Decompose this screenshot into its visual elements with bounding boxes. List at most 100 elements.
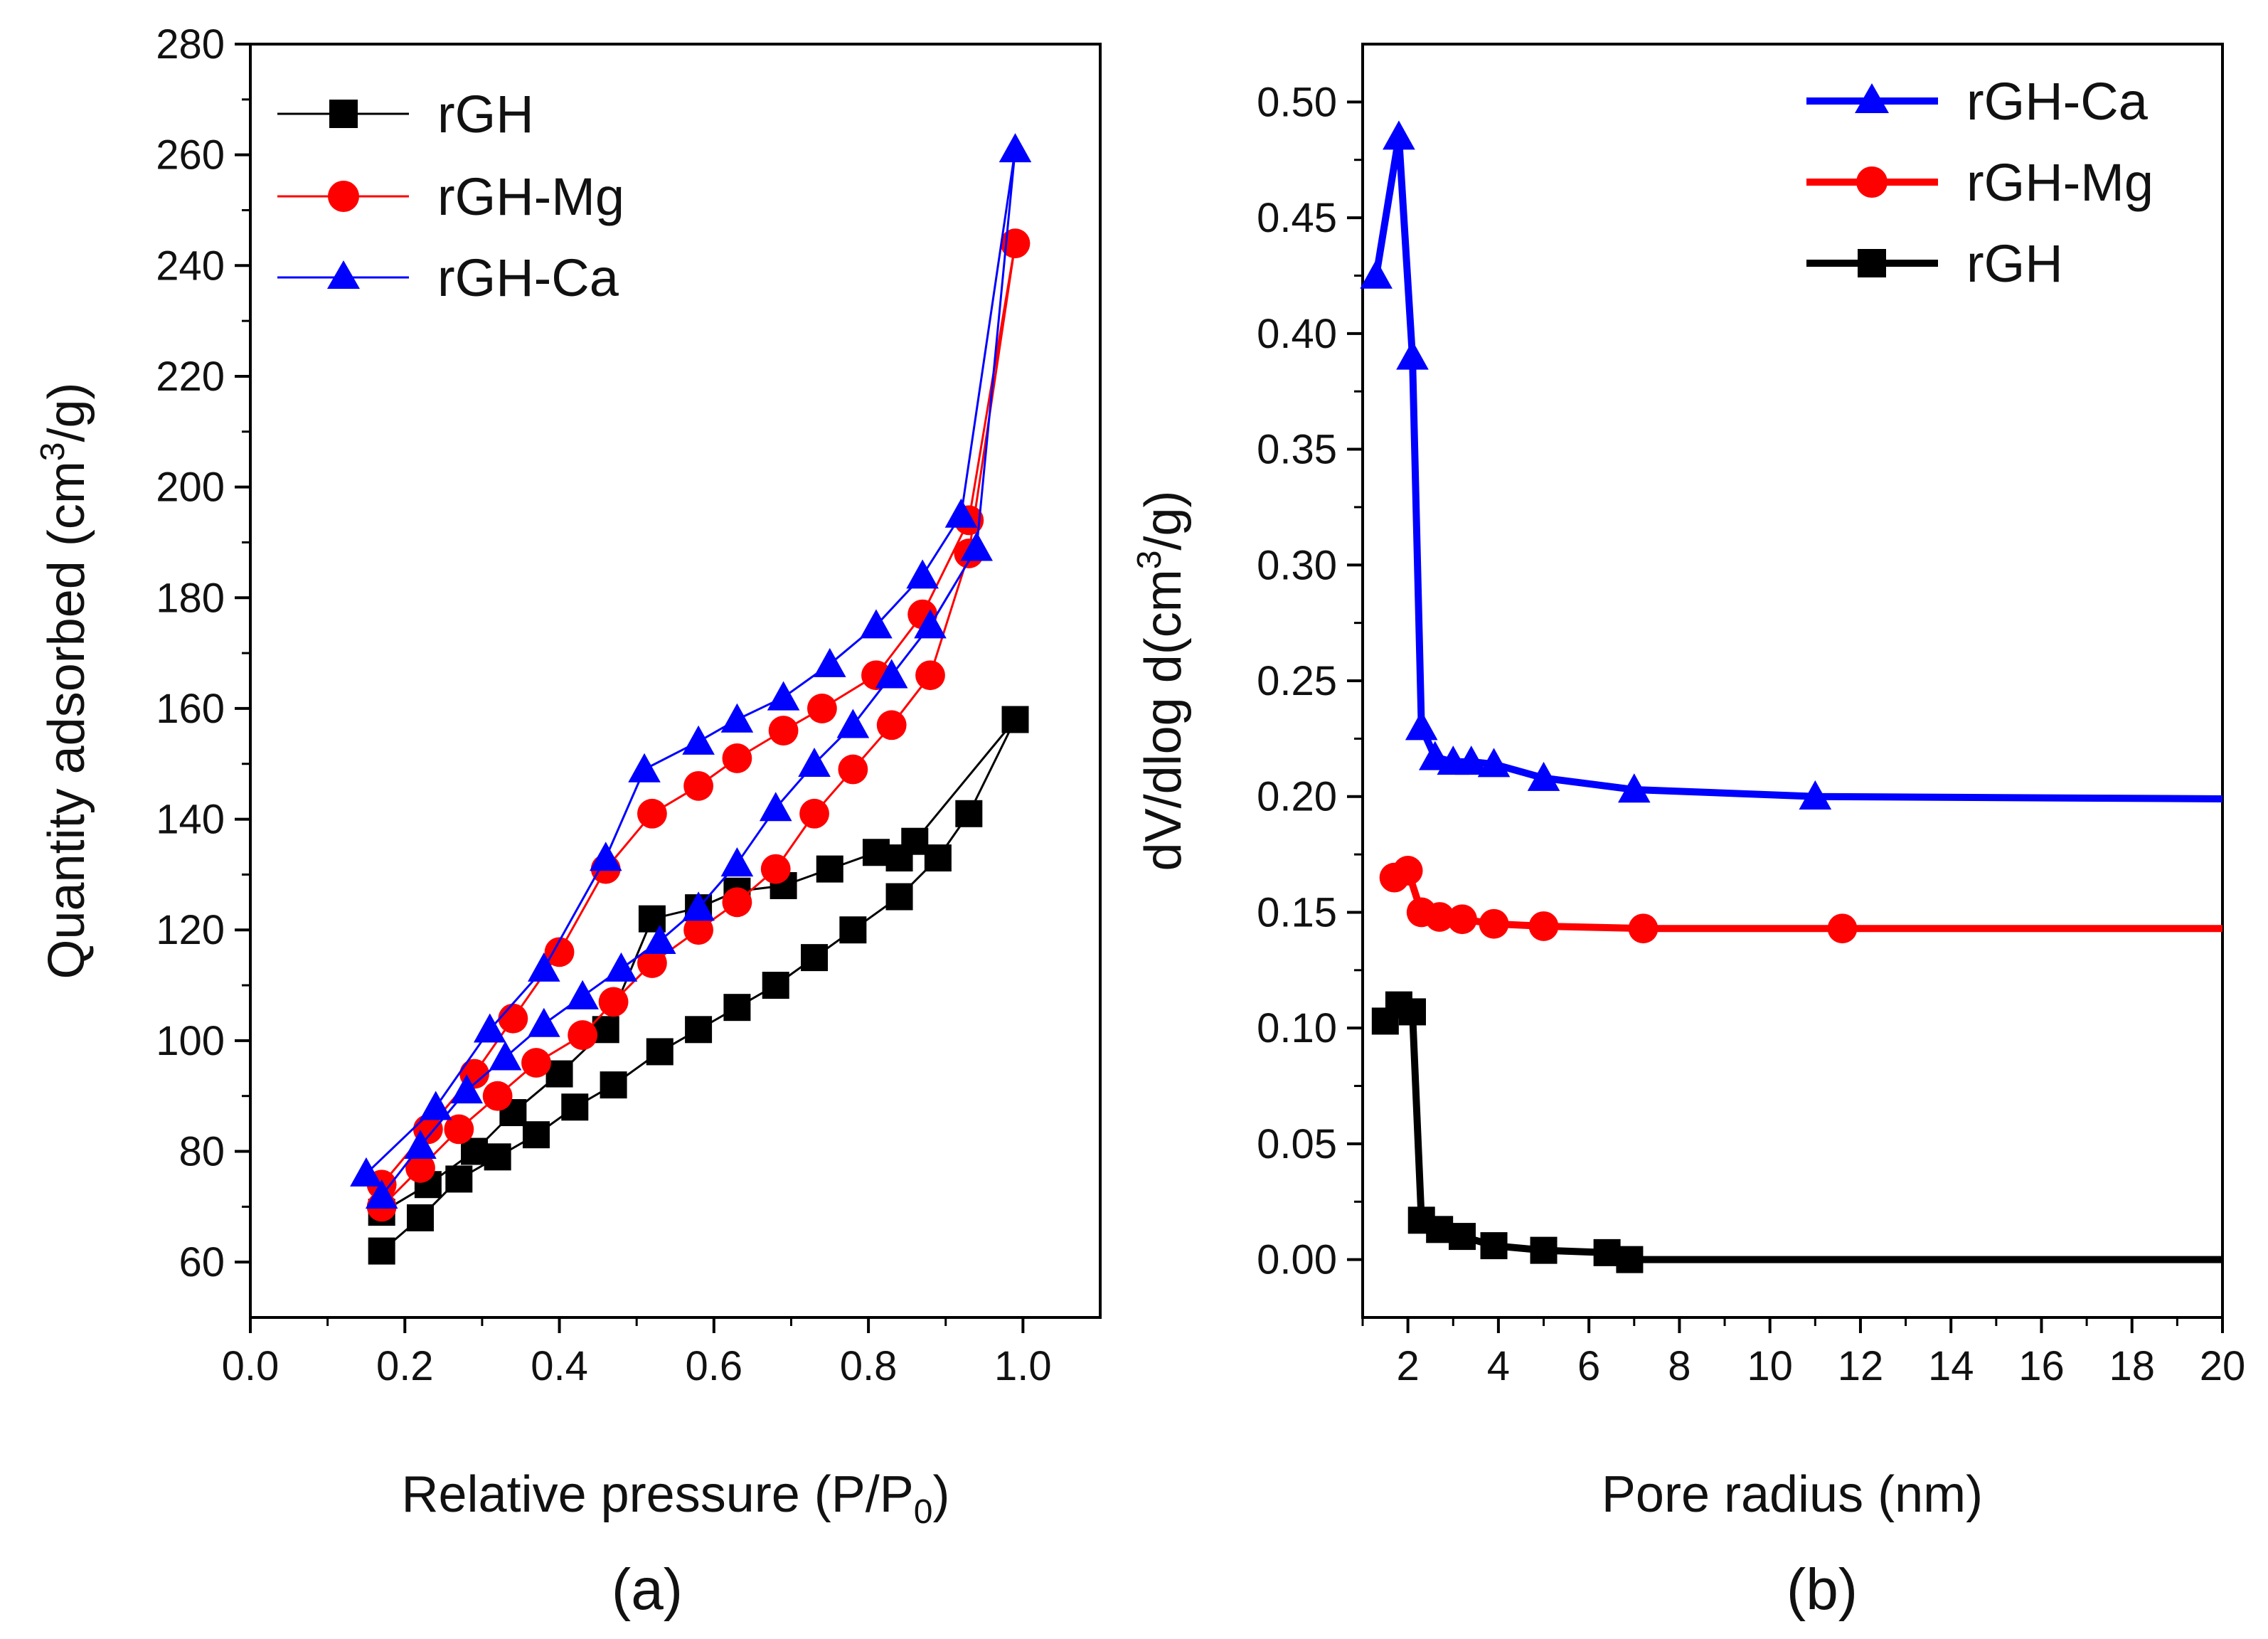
data-point-rgh-mg [568, 1020, 598, 1050]
data-point-rgh-ca [1799, 780, 1832, 810]
data-point-rgh-mg [498, 1003, 528, 1034]
data-point-rgh-mg [1628, 913, 1659, 944]
data-point-rgh-ca [489, 1041, 522, 1071]
data-point-rgh [407, 1204, 434, 1231]
data-point-rgh-ca [759, 792, 792, 822]
data-point-rgh-ca [720, 703, 754, 733]
data-point-rgh [723, 994, 751, 1022]
y-tick-label: 200 [156, 465, 225, 511]
data-point-rgh-ca [1454, 746, 1488, 775]
series-line-rgh-ca [1373, 133, 2223, 802]
y-tick-label: 240 [156, 243, 225, 289]
data-point-rgh [862, 839, 890, 866]
y-tick-label: 80 [179, 1129, 225, 1175]
data-point-rgh-ca [720, 847, 754, 877]
data-point-rgh-ca [566, 980, 599, 1009]
data-point-rgh [1480, 1232, 1508, 1260]
x-tick-label: 0.2 [376, 1343, 434, 1389]
data-point-rgh-ca [473, 1013, 506, 1043]
data-point-rgh-ca [875, 659, 908, 689]
data-point-rgh-ca [419, 1091, 452, 1120]
data-point-rgh-mg [1393, 855, 1423, 886]
y-tick-label: 0.15 [1257, 889, 1337, 935]
data-point-rgh-mg [598, 987, 629, 1017]
x-tick-label: 2 [1396, 1343, 1419, 1389]
data-point-rgh-mg [482, 1081, 513, 1111]
panel-a-series [350, 133, 1032, 1265]
x-tick-label: 0.0 [222, 1343, 279, 1389]
panel-a-label: (a) [612, 1557, 683, 1622]
data-point-rgh [955, 800, 983, 827]
x-tick-label: 14 [1928, 1343, 1974, 1389]
data-point-rgh-mg [915, 660, 945, 691]
x-tick-label: 12 [1838, 1343, 1884, 1389]
data-point-rgh-ca [1360, 259, 1393, 289]
y-tick-label: 220 [156, 354, 225, 400]
data-point-rgh-mg [405, 1152, 435, 1183]
y-tick-label: 60 [179, 1239, 225, 1285]
series-rgh-ca [1360, 120, 2223, 810]
x-tick-label: 0.6 [685, 1343, 742, 1389]
data-point-rgh [1448, 1223, 1476, 1251]
series-rgh-mg [1379, 855, 2222, 944]
panel-b-ticks: 2 4 6 8 10 12 14 16 18 20 0.00 0.05 0.10 0.15 0.20 0.25… [1257, 79, 2245, 1389]
data-point-rgh-mg [807, 694, 837, 723]
legend-label-rgh-ca: rGH-Ca [437, 248, 619, 307]
data-point-rgh-ca [813, 647, 846, 677]
x-tick-label: 10 [1747, 1343, 1793, 1389]
y-tick-label: 0.00 [1257, 1237, 1337, 1283]
panel-a-isotherm-chart: 0.0 0.2 0.4 0.6 0.8 1.0 60 80 100 120 140 160 180 200… [34, 21, 1102, 1622]
y-tick-label: 180 [156, 575, 225, 621]
x-tick-label: 20 [2200, 1343, 2246, 1389]
legend-label-rgh-mg: rGH-Mg [1966, 153, 2153, 212]
data-point-rgh-ca [1419, 741, 1452, 770]
data-point-rgh [839, 916, 867, 944]
y-tick-label: 280 [156, 21, 225, 68]
data-point-rgh-ca [528, 952, 560, 982]
legend-label-rgh: rGH [1966, 234, 2063, 293]
data-point-rgh-ca [1396, 340, 1429, 370]
data-point-rgh-ca [860, 609, 893, 639]
data-point-rgh [924, 844, 952, 872]
data-point-rgh-ca [914, 609, 947, 639]
y-tick-label: 260 [156, 132, 225, 179]
legend-marker-square [1858, 249, 1886, 277]
legend-marker-square [329, 100, 358, 128]
data-point-rgh [522, 1121, 550, 1149]
data-point-rgh-mg [637, 948, 667, 978]
legend-label-rgh-ca: rGH-Ca [1966, 72, 2149, 131]
data-point-rgh-ca [682, 725, 715, 755]
data-point-rgh-ca [836, 709, 870, 738]
series-rgh [1371, 991, 2222, 1273]
legend-marker-triangle [327, 260, 360, 289]
data-point-rgh [484, 1143, 511, 1171]
y-tick-label: 0.10 [1257, 1005, 1337, 1051]
data-point-rgh-ca [682, 891, 715, 921]
legend-marker-circle [1856, 166, 1888, 198]
x-tick-label: 0.4 [531, 1343, 588, 1389]
y-tick-label: 0.05 [1257, 1121, 1337, 1167]
data-point-rgh-ca [628, 753, 661, 783]
panel-a-ticks: 0.0 0.2 0.4 0.6 0.8 1.0 60 80 100 120 140 160 180 200… [156, 21, 1051, 1389]
panel-b-pore-distribution-chart: 2 4 6 8 10 12 14 16 18 20 0.00 0.05 0.10 0.15 0.20 0.25… [1131, 43, 2245, 1622]
legend-label-rgh-mg: rGH-Mg [437, 167, 624, 226]
data-point-rgh-mg [521, 1048, 551, 1078]
data-point-rgh [646, 1038, 674, 1066]
data-point-rgh-mg [1827, 913, 1858, 944]
y-tick-label: 0.25 [1257, 658, 1337, 704]
data-point-rgh-ca [798, 747, 831, 777]
data-point-rgh-mg [722, 743, 752, 773]
data-point-rgh-mg [1528, 911, 1559, 941]
y-tick-label: 0.40 [1257, 311, 1337, 357]
data-point-rgh [816, 855, 843, 883]
data-point-rgh-ca [450, 1074, 483, 1104]
y-tick-label: 0.30 [1257, 542, 1337, 588]
y-tick-label: 0.50 [1257, 79, 1337, 125]
panel-a-x-axis-title: Relative pressure (P/P0) [402, 1466, 950, 1531]
data-point-rgh [1593, 1238, 1621, 1266]
y-tick-label: 100 [156, 1018, 225, 1064]
x-tick-label: 18 [2109, 1343, 2155, 1389]
y-tick-label: 160 [156, 686, 225, 732]
data-point-rgh [885, 883, 913, 911]
data-point-rgh [1398, 998, 1426, 1026]
